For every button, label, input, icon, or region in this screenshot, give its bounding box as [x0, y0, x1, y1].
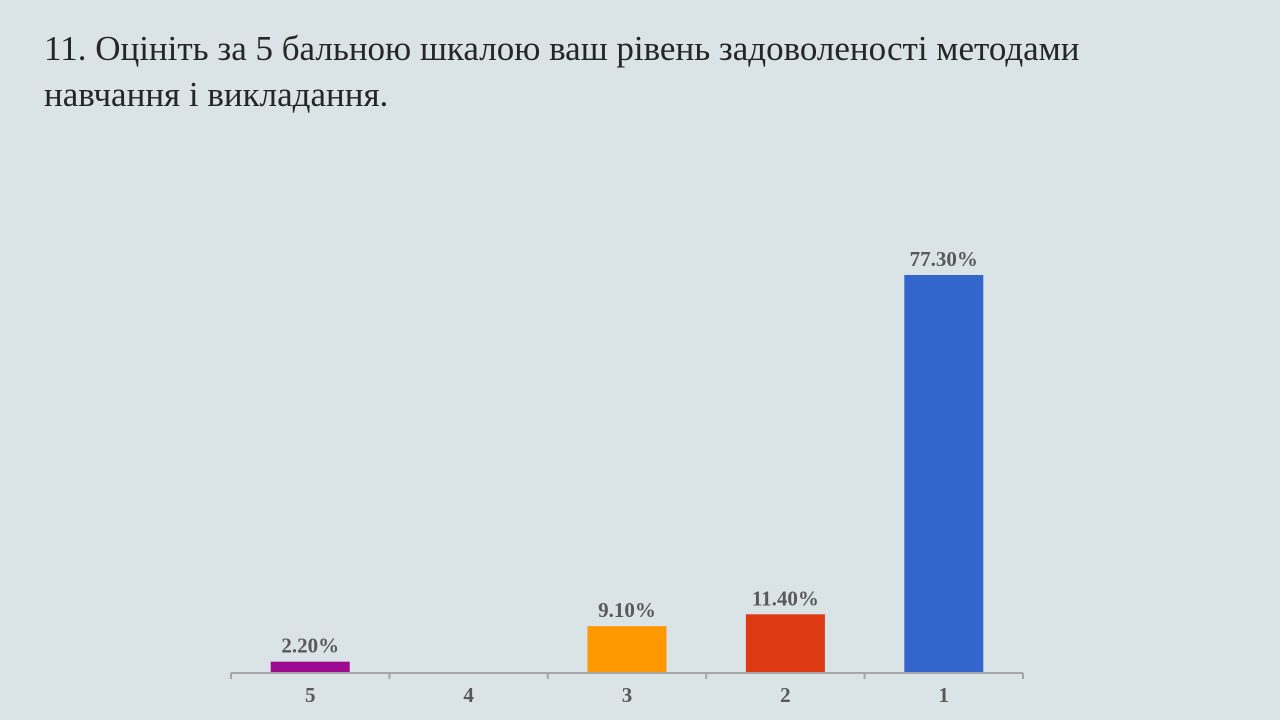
- data-label-5: 2.20%: [281, 634, 339, 658]
- bar-3: [587, 626, 667, 673]
- x-axis: [230, 672, 1024, 679]
- data-label-3: 9.10%: [598, 598, 656, 622]
- bar-5: [270, 661, 350, 673]
- data-label-2: 11.40%: [752, 586, 819, 610]
- tick-label-5: 5: [305, 683, 316, 707]
- tick-label-1: 1: [939, 683, 950, 707]
- tick-labels-group: 5 4 3 2 1: [305, 683, 949, 707]
- data-label-1: 77.30%: [910, 247, 978, 271]
- tick-label-2: 2: [780, 683, 791, 707]
- bar-2: [745, 614, 825, 673]
- data-labels-group: 2.20% 9.10% 11.40% 77.30%: [281, 247, 978, 658]
- bars-group: [270, 275, 984, 673]
- bar-1: [904, 275, 984, 673]
- tick-label-4: 4: [463, 683, 474, 707]
- slide-title: 11. Оцініть за 5 бальною шкалою ваш ріве…: [44, 29, 1080, 114]
- tick-label-3: 3: [622, 683, 633, 707]
